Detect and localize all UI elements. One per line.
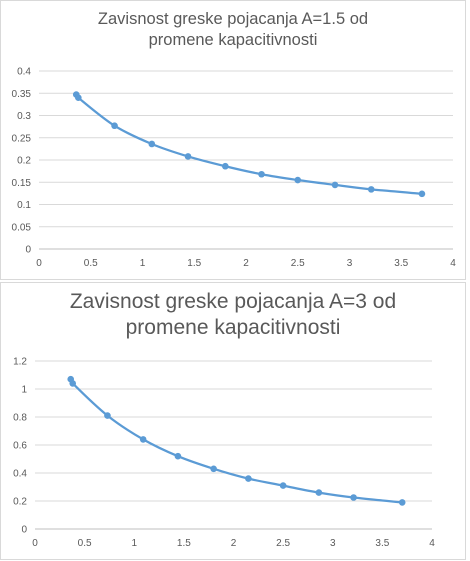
y-tick-label-2-2: 0.4 bbox=[13, 469, 27, 480]
data-point-1-0-1 bbox=[75, 94, 82, 101]
data-point-2-0-5 bbox=[210, 465, 217, 473]
x-tick-label-2-6: 3 bbox=[330, 538, 336, 549]
x-tick-label-1-0: 0 bbox=[36, 258, 42, 269]
series-line-2-0 bbox=[68, 378, 404, 504]
x-tick-label-2-1: 0.5 bbox=[78, 538, 92, 549]
y-tick-label-1-8: 0.4 bbox=[17, 67, 31, 78]
x-tick-label-1-4: 2 bbox=[243, 258, 249, 269]
y-tick-label-1-6: 0.3 bbox=[17, 111, 31, 122]
y-tick-label-2-6: 1.2 bbox=[13, 357, 27, 368]
data-point-1-0-6 bbox=[258, 170, 265, 178]
x-tick-label-2-0: 0 bbox=[32, 538, 38, 549]
y-tick-label-1-2: 0.1 bbox=[17, 200, 31, 211]
data-point-1-0-10 bbox=[418, 190, 426, 198]
data-point-1-0-8 bbox=[331, 181, 339, 189]
plot-area-1: 0 0.05 0.1 0.15 0.2 0.25 0.3 0.35 0.4 0 0.5 1 1.5 2 2.… bbox=[12, 67, 457, 270]
x-tick-label-1-5: 2.5 bbox=[291, 258, 305, 269]
x-tick-label-1-1: 0.5 bbox=[84, 258, 98, 269]
data-point-2-0-4 bbox=[174, 452, 182, 460]
data-point-2-0-7 bbox=[279, 482, 287, 489]
x-tick-label-2-3: 1.5 bbox=[177, 538, 191, 549]
y-tick-label-2-1: 0.2 bbox=[13, 497, 27, 508]
y-tick-label-2-5: 1 bbox=[21, 385, 27, 396]
x-tick-label-1-8: 4 bbox=[450, 258, 456, 269]
y-tick-label-2-4: 0.8 bbox=[13, 413, 27, 424]
data-point-1-0-7 bbox=[294, 176, 302, 184]
data-point-2-0-8 bbox=[315, 489, 323, 496]
y-tick-label-2-3: 0.6 bbox=[13, 441, 27, 452]
series-line-1-0 bbox=[73, 93, 424, 195]
chart-title-1: Zavisnost greske pojacanja A=1.5 od prom… bbox=[97, 10, 369, 49]
chart-panel-1: Zavisnost greske pojacanja A=1.5 od prom… bbox=[0, 0, 466, 280]
data-point-1-0-9 bbox=[367, 186, 375, 193]
data-point-2-0-6 bbox=[245, 475, 252, 482]
y-tick-label-1-0: 0 bbox=[25, 245, 31, 256]
y-tick-label-1-7: 0.35 bbox=[12, 89, 32, 100]
data-point-1-0-2 bbox=[111, 122, 118, 130]
plot-area-2: 0 0.2 0.4 0.6 0.8 1 1.2 0 0.5 1 1.5 2 2.5 3 3.5 4 bbox=[13, 357, 435, 550]
data-point-2-0-2 bbox=[104, 412, 111, 419]
x-tick-label-1-3: 1.5 bbox=[187, 258, 201, 269]
y-tick-label-2-0: 0 bbox=[21, 525, 27, 536]
data-point-2-0-10 bbox=[398, 499, 406, 506]
data-point-1-0-3 bbox=[148, 140, 156, 148]
y-tick-label-1-4: 0.2 bbox=[17, 156, 31, 167]
x-tick-label-1-6: 3 bbox=[347, 258, 353, 269]
y-tick-label-1-3: 0.15 bbox=[12, 178, 32, 189]
x-tick-label-2-7: 3.5 bbox=[375, 538, 389, 549]
y-tick-label-1-5: 0.25 bbox=[12, 133, 32, 144]
data-point-2-0-9 bbox=[350, 494, 357, 501]
x-tick-label-2-2: 1 bbox=[131, 538, 137, 549]
x-tick-label-1-7: 3.5 bbox=[394, 258, 408, 269]
chart-panel-2: Zavisnost greske pojacanja A=3 od promen… bbox=[0, 282, 466, 560]
x-tick-label-1-2: 1 bbox=[140, 258, 146, 269]
x-tick-label-2-4: 2 bbox=[231, 538, 237, 549]
data-point-2-0-1 bbox=[69, 380, 77, 387]
data-point-1-0-4 bbox=[184, 153, 192, 160]
y-tick-label-1-1: 0.05 bbox=[12, 222, 32, 233]
chart-title-2: Zavisnost greske pojacanja A=3 od promen… bbox=[69, 290, 397, 340]
data-point-2-0-3 bbox=[139, 436, 147, 443]
x-tick-label-2-8: 4 bbox=[429, 538, 435, 549]
data-point-1-0-5 bbox=[222, 162, 229, 170]
x-tick-label-2-5: 2.5 bbox=[276, 538, 290, 549]
